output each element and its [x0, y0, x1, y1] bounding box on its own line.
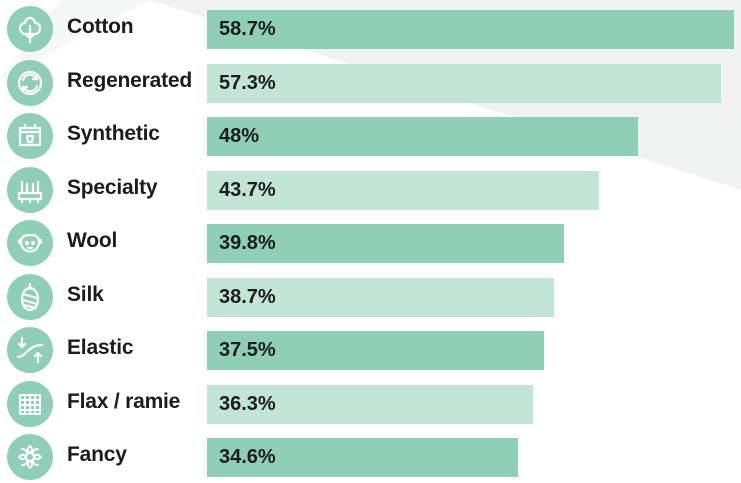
bar-row-wool: Wool 39.8%	[0, 216, 741, 269]
bar-value-label: 48%	[219, 125, 260, 147]
bar-flax-ramie: 36.3%	[207, 384, 533, 424]
bar-row-synthetic: Synthetic 48%	[0, 109, 741, 162]
bar-value-label: 36.3%	[219, 392, 276, 415]
regenerated-icon	[7, 59, 53, 106]
category-label: Cotton	[67, 15, 134, 38]
cotton-icon	[7, 6, 53, 52]
specialty-icon	[7, 166, 53, 213]
silk-icon	[7, 273, 53, 320]
category-label: Flax / ramie	[67, 389, 181, 413]
bar-specialty: 43.7%	[207, 170, 599, 210]
bar-row-fancy: Fancy 34.6%	[0, 430, 741, 483]
category-label: Regenerated	[67, 68, 193, 92]
bar-regenerated: 57.3%	[207, 63, 721, 103]
bar-row-silk: Silk 38.7%	[0, 270, 741, 323]
synthetic-icon	[7, 113, 53, 159]
bar-row-elastic: Elastic 37.5%	[0, 323, 741, 376]
bar-silk: 38.7%	[207, 277, 554, 317]
bar-value-label: 43.7%	[219, 178, 276, 201]
flax-ramie-icon	[7, 380, 53, 427]
elastic-icon	[7, 327, 53, 373]
bar-value-label: 38.7%	[219, 285, 276, 308]
category-label: Wool	[67, 229, 118, 252]
bar-value-label: 57.3%	[219, 71, 276, 94]
bar-row-flax-ramie: Flax / ramie 36.3%	[0, 377, 741, 430]
fancy-icon	[7, 434, 53, 480]
bar-row-regenerated: Regenerated 57.3%	[0, 56, 741, 109]
category-label: Silk	[67, 282, 104, 306]
bar-cotton: 58.7%	[207, 10, 734, 49]
bar-value-label: 37.5%	[219, 339, 276, 361]
category-label: Synthetic	[67, 122, 160, 145]
bar-fancy: 34.6%	[207, 438, 518, 477]
bar-elastic: 37.5%	[207, 331, 544, 370]
bar-wool: 39.8%	[207, 224, 564, 263]
wool-icon	[7, 220, 53, 266]
bar-value-label: 34.6%	[219, 446, 276, 468]
bar-synthetic: 48%	[207, 117, 638, 156]
bar-value-label: 39.8%	[219, 232, 276, 254]
bar-value-label: 58.7%	[219, 18, 276, 40]
category-label: Fancy	[67, 443, 127, 466]
category-label: Specialty	[67, 175, 158, 199]
bar-row-specialty: Specialty 43.7%	[0, 163, 741, 216]
category-label: Elastic	[67, 336, 134, 359]
bar-row-cotton: Cotton 58.7%	[0, 2, 741, 55]
